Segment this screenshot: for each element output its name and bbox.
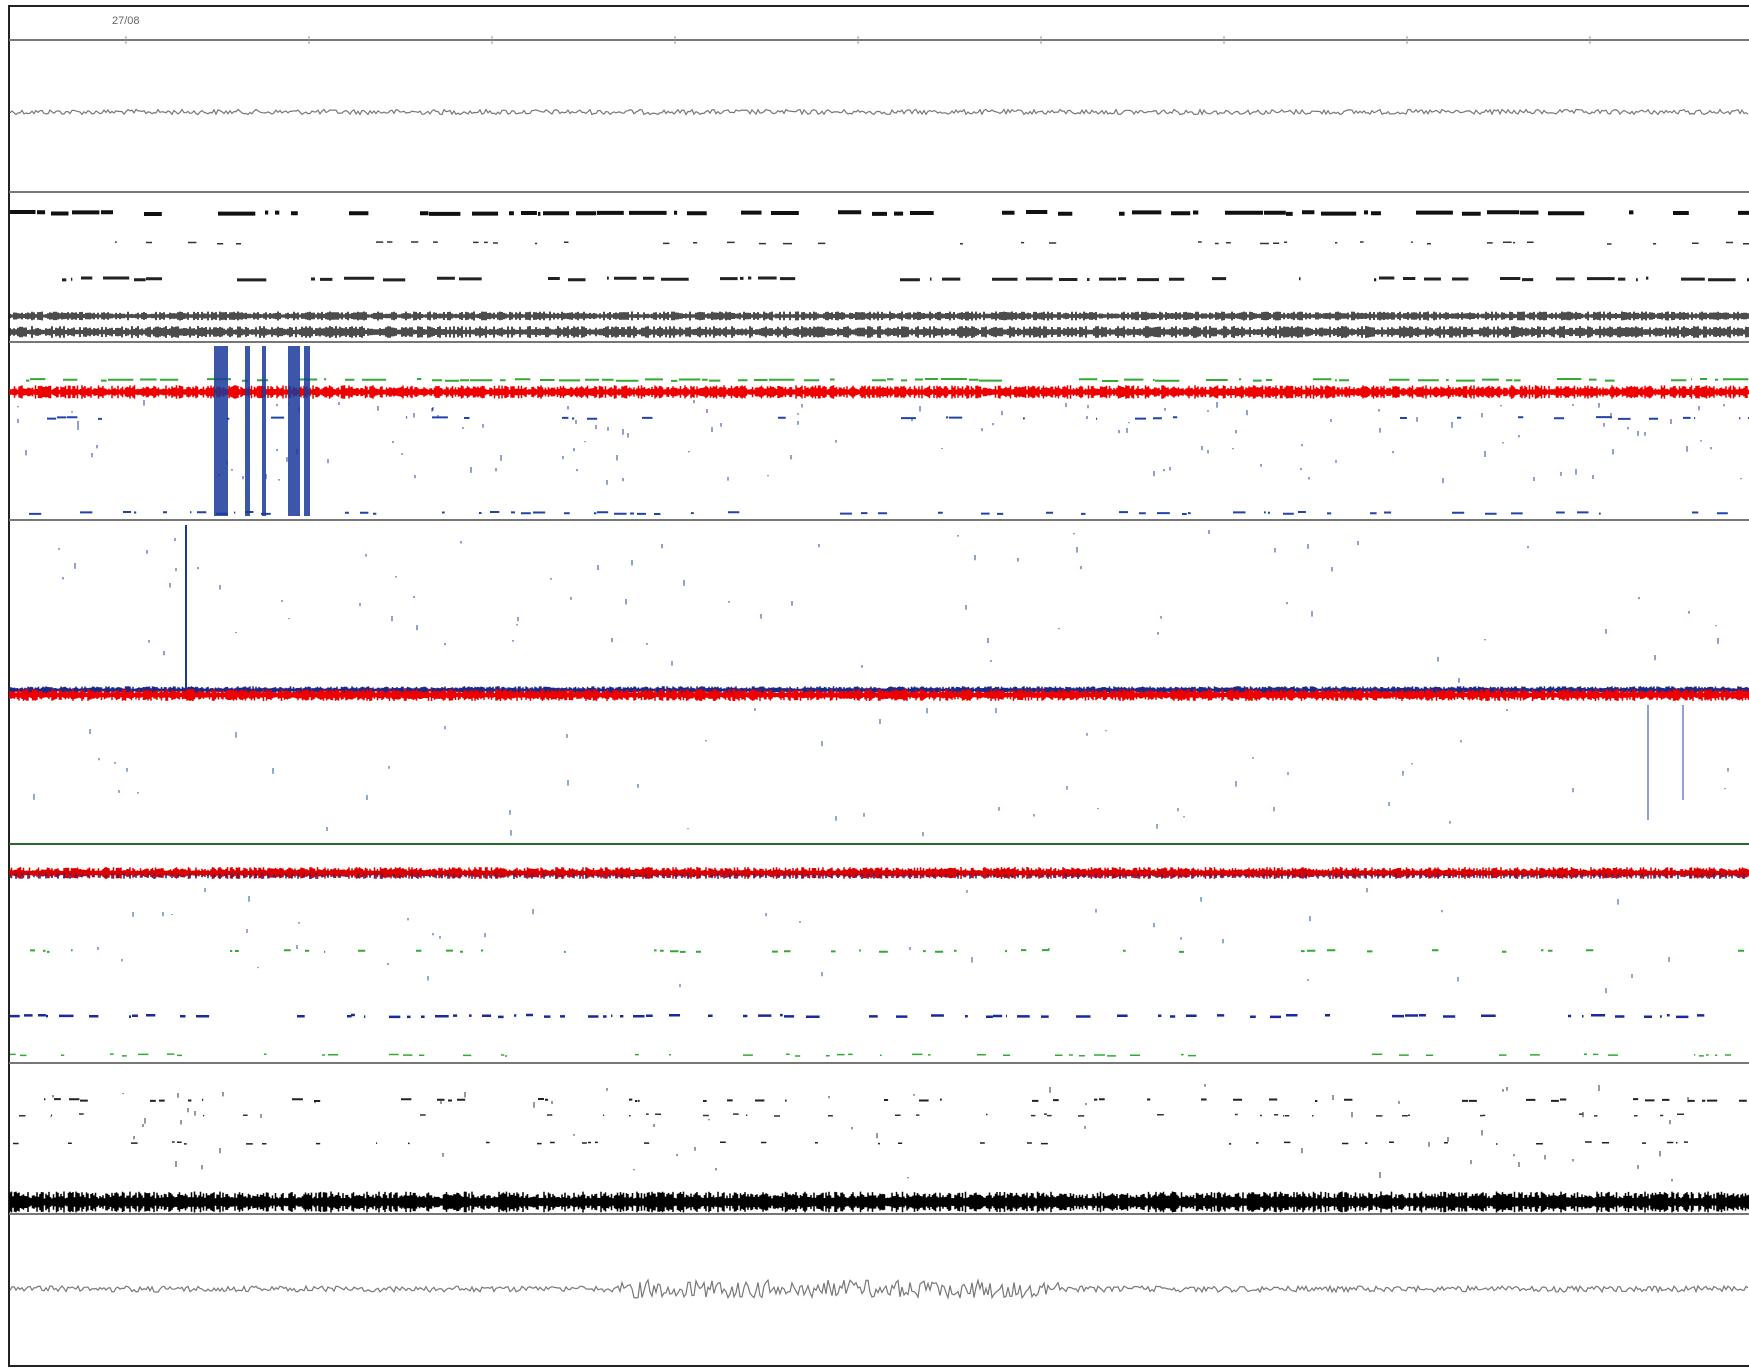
dense-band	[9, 1191, 1749, 1213]
scatter-events	[50, 1084, 1689, 1182]
dense-band	[9, 867, 1749, 879]
panel-dividers	[9, 39, 1749, 1215]
dense-band	[9, 873, 1745, 879]
event-row	[47, 416, 1749, 420]
artifact-burst	[214, 346, 228, 516]
event-row	[29, 511, 1728, 515]
event-row	[10, 1053, 1731, 1057]
artifact-burst	[288, 346, 300, 516]
scatter-events	[58, 530, 1719, 683]
event-row	[10, 1013, 1705, 1019]
dense-band	[9, 326, 1749, 338]
frame	[8, 5, 1749, 1367]
scatter-events	[33, 708, 1729, 837]
artifact-burst	[262, 346, 266, 516]
event-row	[115, 241, 1749, 245]
event-row	[30, 949, 1745, 953]
event-row	[13, 1141, 1688, 1145]
dense-band	[9, 686, 1749, 694]
dense-band	[9, 689, 1749, 701]
artifact-burst	[304, 346, 310, 516]
event-row	[62, 276, 1749, 282]
artifact-burst	[245, 346, 250, 516]
dense-band	[9, 311, 1749, 321]
event-row	[19, 1113, 1684, 1117]
event-row	[44, 1098, 1747, 1102]
scatter-events	[97, 888, 1670, 994]
traces	[9, 36, 1749, 1300]
dense-band	[9, 385, 1749, 399]
date-label: 27/08	[112, 15, 140, 27]
event-row	[10, 210, 1749, 216]
wave-trace	[9, 108, 1749, 116]
wave-trace	[9, 1278, 1749, 1300]
